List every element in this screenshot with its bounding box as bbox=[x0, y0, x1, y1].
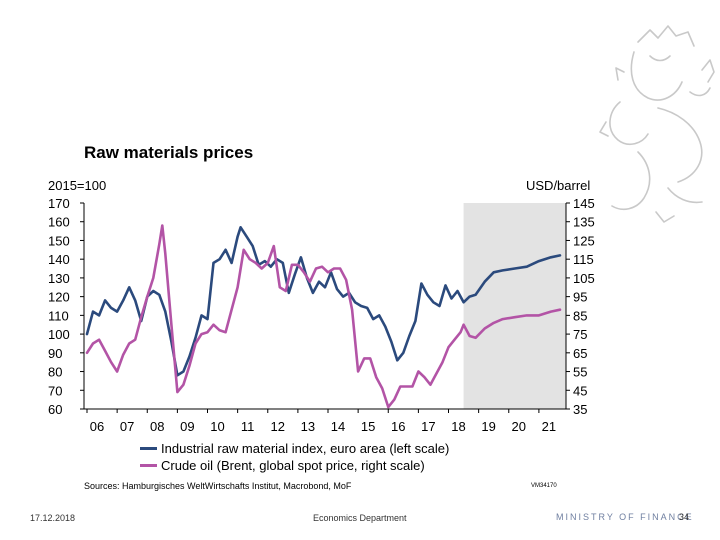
x-tick-label: 07 bbox=[120, 419, 134, 434]
x-tick-label: 08 bbox=[150, 419, 164, 434]
x-tick-label: 12 bbox=[271, 419, 285, 434]
right-tick-label: 125 bbox=[573, 233, 595, 248]
x-tick-label: 17 bbox=[421, 419, 435, 434]
x-tick-label: 16 bbox=[391, 419, 405, 434]
page-number: 34 bbox=[679, 512, 690, 522]
chart-title: Raw materials prices bbox=[84, 143, 254, 162]
footer-date: 17.12.2018 bbox=[30, 513, 76, 523]
right-tick-label: 95 bbox=[573, 290, 587, 305]
left-tick-label: 100 bbox=[48, 327, 70, 342]
right-tick-label: 85 bbox=[573, 308, 587, 323]
legend-swatch-oil bbox=[140, 464, 157, 467]
left-tick-label: 170 bbox=[48, 196, 70, 211]
x-tick-label: 18 bbox=[451, 419, 465, 434]
left-tick-label: 130 bbox=[48, 271, 70, 286]
left-tick-label: 110 bbox=[48, 308, 69, 323]
x-tick-label: 15 bbox=[361, 419, 375, 434]
right-tick-label: 135 bbox=[573, 215, 595, 230]
left-tick-label: 140 bbox=[48, 252, 70, 267]
sources-note: Sources: Hamburgisches WeltWirtschafts I… bbox=[84, 481, 352, 491]
series-line-crude-oil bbox=[85, 224, 562, 409]
legend-item-oil: Crude oil (Brent, global spot price, rig… bbox=[140, 458, 425, 473]
legend-item-index: Industrial raw material index, euro area… bbox=[140, 441, 449, 456]
plot-frame bbox=[83, 203, 567, 410]
left-tick-label: 70 bbox=[48, 383, 62, 398]
legend-swatch-index bbox=[140, 447, 157, 450]
x-tick-label: 11 bbox=[241, 419, 255, 434]
right-tick-label: 105 bbox=[573, 271, 595, 286]
right-tick-label: 145 bbox=[573, 196, 595, 211]
x-tick-label: 09 bbox=[180, 419, 194, 434]
left-tick-label: 150 bbox=[48, 233, 70, 248]
left-tick-label: 160 bbox=[48, 215, 70, 230]
left-tick-label: 120 bbox=[48, 290, 70, 305]
right-tick-label: 45 bbox=[573, 383, 587, 398]
right-axis-label: USD/barrel bbox=[526, 178, 591, 193]
footer-ministry: MINISTRY OF FINANCE bbox=[556, 512, 694, 522]
legend-label-index: Industrial raw material index, euro area… bbox=[161, 441, 450, 456]
left-axis-label: 2015=100 bbox=[48, 178, 107, 193]
x-tick-label: 14 bbox=[331, 419, 345, 434]
right-tick-label: 75 bbox=[573, 327, 587, 342]
right-tick-label: 35 bbox=[573, 402, 587, 417]
series-line-raw-material-index bbox=[85, 226, 562, 377]
legend-label-oil: Crude oil (Brent, global spot price, rig… bbox=[161, 458, 425, 473]
left-tick-label: 60 bbox=[48, 402, 62, 417]
right-tick-label: 55 bbox=[573, 365, 587, 380]
right-tick-label: 65 bbox=[573, 346, 587, 361]
chart-code: VM34170 bbox=[531, 483, 557, 489]
x-tick-label: 13 bbox=[301, 419, 315, 434]
forecast-shading bbox=[463, 203, 566, 409]
axis-ticks: 170 160 150 140 130 120 110 100 90 80 70 60 145 135 12… bbox=[48, 196, 595, 434]
x-tick-label: 10 bbox=[210, 419, 224, 434]
x-tick-label: 06 bbox=[90, 419, 104, 434]
right-tick-label: 115 bbox=[573, 252, 594, 267]
left-tick-label: 80 bbox=[48, 365, 62, 380]
lion-emblem-icon bbox=[599, 25, 715, 223]
footer-department: Economics Department bbox=[313, 513, 407, 523]
left-tick-label: 90 bbox=[48, 346, 62, 361]
x-tick-label: 19 bbox=[481, 419, 495, 434]
series-lines bbox=[85, 224, 562, 409]
x-tick-label: 21 bbox=[542, 419, 556, 434]
x-tick-label: 20 bbox=[512, 419, 526, 434]
